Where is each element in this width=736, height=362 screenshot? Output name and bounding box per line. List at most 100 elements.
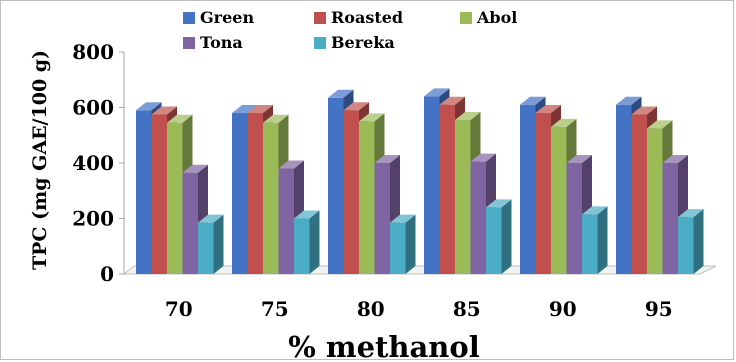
bar-top (486, 199, 512, 208)
legend-label: Bereka (331, 33, 395, 52)
bar-top (455, 111, 481, 120)
y-tick-label: 200 (72, 207, 114, 231)
bars (136, 88, 704, 275)
legend-item-tona: Tona (183, 33, 243, 52)
legend-swatch (314, 37, 326, 49)
bar-bereka-90 (582, 206, 608, 274)
bar-front (678, 217, 694, 274)
bar-top (359, 113, 385, 122)
bar-top (374, 155, 400, 163)
bar-front (647, 128, 663, 274)
bar-top (263, 114, 289, 123)
bar-top (278, 160, 304, 169)
bar-front (486, 207, 502, 274)
legend-label: Green (200, 8, 254, 27)
bar-front (631, 114, 647, 274)
bar-front (343, 110, 359, 275)
bar-front (136, 110, 152, 275)
y-axis: 0 200 400 600 800 (72, 40, 125, 286)
y-tick-label: 0 (100, 262, 114, 286)
bar-front (182, 172, 198, 274)
bar-front (424, 96, 440, 275)
bar-top (328, 89, 354, 98)
legend: Green Roasted Abol Tona Bereka (183, 8, 517, 52)
bar-side (213, 214, 224, 274)
legend-item-bereka: Bereka (314, 33, 395, 52)
bar-side (597, 206, 608, 274)
bar-front (232, 113, 248, 274)
bar-top (470, 153, 496, 162)
bar-front (294, 218, 310, 274)
bar-top (182, 164, 208, 173)
bar-front (263, 122, 279, 274)
bar-top (294, 210, 320, 219)
legend-swatch (314, 12, 326, 24)
bar-bereka-85 (486, 199, 512, 274)
bar-top (631, 106, 657, 115)
bar-front (535, 113, 551, 274)
y-axis-title: TPC (mg GAE/100 g) (29, 50, 51, 270)
bar-front (582, 214, 598, 274)
y-tick-label: 800 (72, 40, 114, 64)
bar-front (520, 104, 536, 274)
bar-top (647, 120, 673, 129)
legend-label: Tona (200, 33, 243, 52)
bar-front (455, 119, 471, 274)
x-tick-label: 80 (357, 297, 385, 321)
bar-top (678, 209, 704, 218)
bar-front (151, 114, 167, 274)
bar-bereka-80 (390, 214, 416, 274)
x-axis-title: % methanol (288, 330, 480, 362)
bar-top (167, 114, 193, 123)
bar-bereka-75 (294, 210, 320, 274)
bar-side (405, 214, 416, 274)
bar-front (328, 97, 344, 274)
y-tick-label: 400 (72, 151, 114, 175)
bar-front (439, 104, 455, 274)
bar-bereka-70 (198, 214, 224, 274)
legend-label: Abol (476, 8, 517, 27)
bar-top (343, 102, 369, 111)
bar-top (232, 105, 258, 114)
bar-front (278, 168, 294, 274)
bar-top (616, 96, 642, 105)
bar-side (309, 210, 320, 274)
legend-swatch (460, 12, 472, 24)
legend-swatch (183, 12, 195, 24)
bar-top (136, 102, 162, 111)
bar-top (662, 155, 688, 163)
bar-front (198, 222, 214, 274)
legend-swatch (183, 37, 195, 49)
bar-front (359, 121, 375, 274)
x-tick-label: 95 (645, 297, 673, 321)
bar-top (520, 96, 546, 105)
bar-top (424, 88, 450, 97)
bar-top (247, 105, 273, 114)
bar-front (390, 222, 406, 274)
bar-front (167, 122, 183, 274)
bar-top (439, 96, 465, 105)
legend-item-abol: Abol (460, 8, 517, 27)
x-tick-label: 70 (165, 297, 193, 321)
bar-front (662, 163, 678, 274)
bar-bereka-95 (678, 209, 704, 274)
bar-front (566, 163, 582, 274)
x-tick-label: 90 (549, 297, 577, 321)
x-tick-label: 75 (261, 297, 289, 321)
bar-top (198, 214, 224, 223)
bar-top (390, 214, 416, 223)
legend-item-green: Green (183, 8, 254, 27)
y-tick-label: 600 (72, 96, 114, 120)
bar-front (616, 104, 632, 274)
bar-side (693, 209, 704, 274)
bar-side (501, 199, 512, 274)
legend-label: Roasted (331, 8, 403, 27)
bar-front (551, 126, 567, 274)
bar-top (566, 155, 592, 163)
x-tick-label: 85 (453, 297, 481, 321)
bar-front (247, 113, 263, 274)
legend-item-roasted: Roasted (314, 8, 403, 27)
bar-top (551, 118, 577, 127)
